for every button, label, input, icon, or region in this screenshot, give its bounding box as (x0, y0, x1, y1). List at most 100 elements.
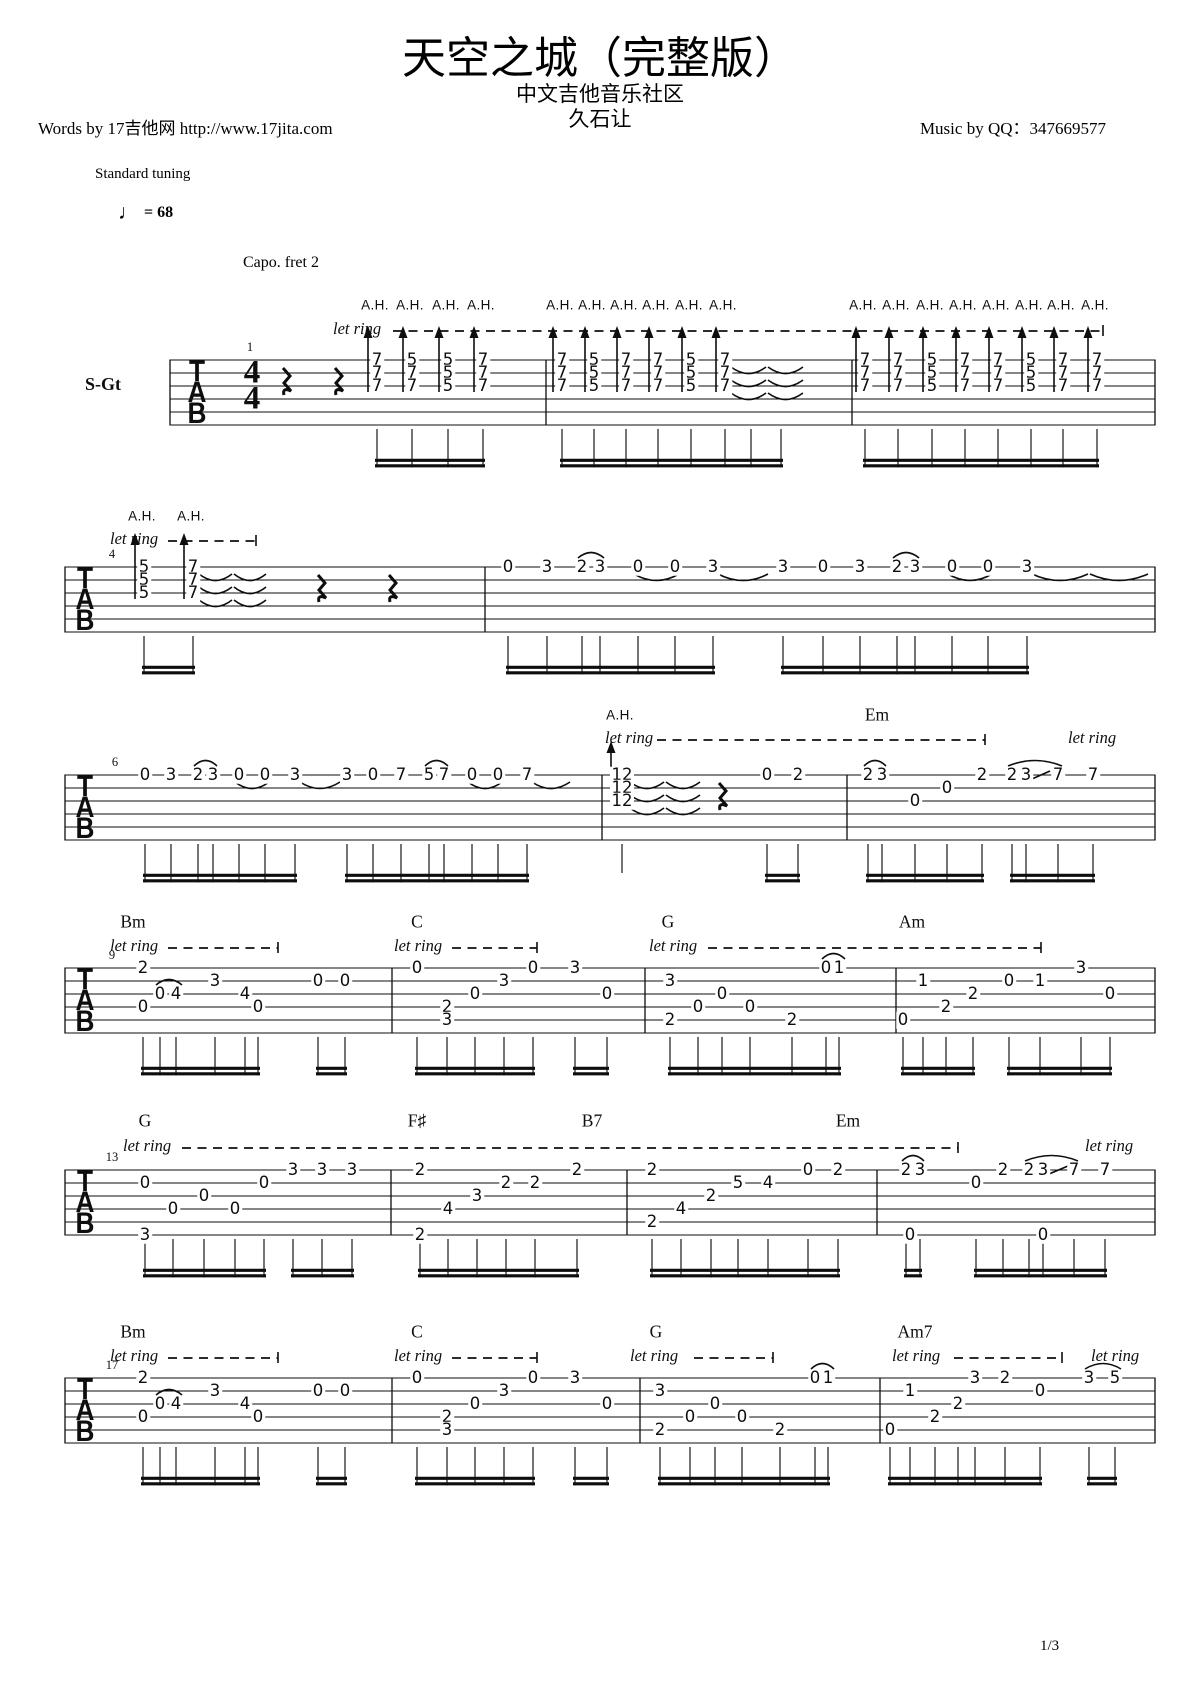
artificial-harmonic-label: A.H. (546, 297, 574, 313)
fret-number: 3 (908, 556, 922, 576)
fret-number: 4 (169, 983, 183, 1003)
measure-number: 17 (105, 1357, 119, 1372)
fret-number: 2 (996, 1159, 1010, 1179)
fret-number: 2 (575, 556, 589, 576)
tab-clef-letter: B (75, 1004, 95, 1039)
fret-number: 2 (136, 1367, 150, 1387)
fret-number: 7 (555, 362, 569, 382)
fret-number: 2 (136, 957, 150, 977)
fret-number: 2 (951, 1393, 965, 1413)
fret-number: 3 (1082, 1367, 1096, 1387)
fret-number: 7 (186, 569, 200, 589)
fret-number: 7 (651, 375, 665, 395)
fret-number: 3 (315, 1159, 329, 1179)
let-ring-label: let ring (110, 1345, 159, 1365)
fret-number: 0 (136, 1406, 150, 1426)
fret-number: 7 (858, 362, 872, 382)
fret-number: 7 (891, 349, 905, 369)
fret-number: 3 (776, 556, 790, 576)
fret-number: 0 (743, 996, 757, 1016)
fret-number: 5 (422, 764, 436, 784)
fret-number: 3 (1036, 1159, 1050, 1179)
fret-number: 0 (819, 957, 833, 977)
fret-number: 3 (540, 556, 554, 576)
fret-number: 7 (958, 349, 972, 369)
fret-number: 5 (1024, 362, 1038, 382)
tab-clef-letter: T (76, 769, 94, 804)
fret-number: 0 (257, 1172, 271, 1192)
fret-number: 3 (1020, 556, 1034, 576)
fret-number: 0 (1002, 970, 1016, 990)
fret-number: 7 (991, 375, 1005, 395)
fret-number: 0 (668, 556, 682, 576)
fret-number: 4 (238, 1393, 252, 1413)
fret-number: 0 (138, 1172, 152, 1192)
fret-number: 3 (440, 1419, 454, 1439)
fret-number: 12 (610, 764, 634, 784)
let-ring-label: let ring (892, 1345, 941, 1365)
page-number: 1/3 (1040, 1638, 1060, 1654)
fret-number: 3 (164, 764, 178, 784)
fret-number: 1 (821, 1367, 835, 1387)
fret-number: 2 (773, 1419, 787, 1439)
fret-number: 7 (1056, 362, 1070, 382)
fret-number: 0 (683, 1406, 697, 1426)
fret-number: 4 (441, 1198, 455, 1218)
fret-number: 0 (338, 970, 352, 990)
fret-number: 0 (715, 983, 729, 1003)
fret-number: 0 (232, 764, 246, 784)
fret-number: 0 (366, 764, 380, 784)
artificial-harmonic-label: A.H. (642, 297, 670, 313)
fret-number: 7 (520, 764, 534, 784)
chord-label: G (661, 911, 675, 932)
chord-label: G (649, 1321, 663, 1342)
fret-number: 2 (413, 1159, 427, 1179)
fret-number: 3 (288, 764, 302, 784)
fret-number: 0 (940, 777, 954, 797)
fret-number: 2 (998, 1367, 1012, 1387)
fret-number: 7 (718, 375, 732, 395)
fret-number: 7 (405, 362, 419, 382)
fret-number: 7 (370, 375, 384, 395)
fret-number: 3 (653, 1380, 667, 1400)
fret-number: 7 (394, 764, 408, 784)
instrument-label: S-Gt (85, 374, 121, 394)
fret-number: 0 (908, 790, 922, 810)
chord-label: C (411, 911, 423, 932)
fret-number: 12 (610, 790, 634, 810)
measure-number: 6 (111, 754, 119, 769)
fret-number: 7 (437, 764, 451, 784)
fret-number: 7 (991, 349, 1005, 369)
fret-number: 5 (925, 349, 939, 369)
fret-number: 3 (663, 970, 677, 990)
fret-number: 0 (903, 1224, 917, 1244)
artificial-harmonic-label: A.H. (361, 297, 389, 313)
fret-number: 7 (1090, 375, 1104, 395)
let-ring-label: let ring (394, 935, 443, 955)
fret-number: 7 (370, 362, 384, 382)
tuning-label: Standard tuning (95, 166, 191, 182)
fret-number: 0 (691, 996, 705, 1016)
fret-number: 7 (619, 349, 633, 369)
fret-number: 0 (468, 983, 482, 1003)
fret-number: 0 (465, 764, 479, 784)
fret-number: 2 (899, 1159, 913, 1179)
fret-number: 5 (925, 375, 939, 395)
tab-clef-letter: T (76, 1372, 94, 1407)
artificial-harmonic-label: A.H. (606, 707, 634, 723)
fret-number: 2 (785, 1009, 799, 1029)
fret-number: 2 (499, 1172, 513, 1192)
fret-number: 0 (1033, 1380, 1047, 1400)
artificial-harmonic-label: A.H. (128, 508, 156, 524)
fret-number: 7 (186, 582, 200, 602)
fret-number: 4 (761, 1172, 775, 1192)
fret-number: 0 (153, 983, 167, 1003)
words-by-credit: Words by 17吉他网 http://www.17jita.com (38, 119, 333, 138)
let-ring-label: let ring (110, 528, 159, 548)
fret-number: 7 (1056, 349, 1070, 369)
artificial-harmonic-label: A.H. (1047, 297, 1075, 313)
tab-clef-letter: T (76, 561, 94, 596)
fret-number: 2 (440, 996, 454, 1016)
fret-number: 0 (631, 556, 645, 576)
artificial-harmonic-label: A.H. (578, 297, 606, 313)
